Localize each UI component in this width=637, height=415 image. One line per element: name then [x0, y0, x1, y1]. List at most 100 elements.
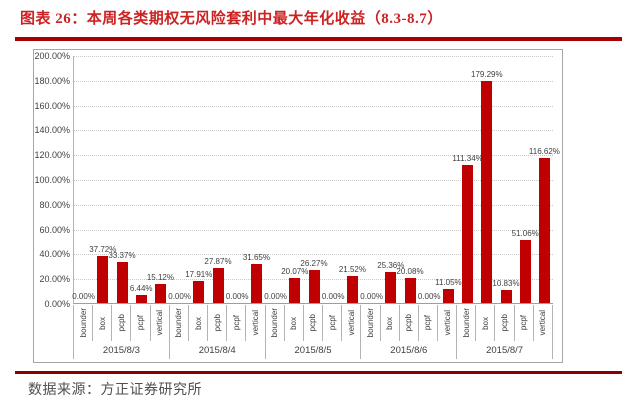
bar: [346, 276, 358, 303]
bar-value-label: 51.06%: [511, 228, 539, 238]
category-cell: bounder: [170, 305, 189, 341]
category-tick-label: pcpf: [519, 315, 529, 331]
y-axis-tick-label: 140.00%: [34, 125, 70, 136]
bar-value-label: 20.08%: [396, 267, 424, 277]
gridline: [74, 80, 553, 82]
gridline: [74, 180, 553, 181]
category-cell: pcpf: [323, 305, 343, 341]
category-tick-label: pcpf: [327, 315, 337, 331]
category-tick-label: vertical: [442, 310, 452, 336]
bar: [97, 256, 109, 303]
date-group-label: 2015/8/7: [457, 341, 553, 359]
category-cell: bounder: [73, 305, 94, 341]
category-tick-label: vertical: [346, 310, 356, 336]
category-tick-label: bounder: [461, 308, 471, 338]
category-cell: box: [476, 305, 496, 341]
bar-value-label: 0.00%: [225, 292, 249, 301]
bar: [481, 80, 493, 303]
category-tick-label: bounder: [174, 308, 184, 338]
category-cell: box: [381, 305, 400, 341]
category-tick-label: bounder: [270, 308, 280, 338]
category-tick-label: pcpb: [500, 314, 510, 332]
date-group-label: 2015/8/3: [73, 341, 170, 359]
date-group-label: 2015/8/4: [170, 341, 266, 359]
x-axis-category-row: bounder box pcpb pcpf vertical bounder box pcpb…: [73, 305, 553, 341]
bar-value-label: 17.91%: [185, 269, 213, 279]
bar-value-label: 0.00%: [168, 292, 191, 301]
bar: [193, 280, 205, 303]
y-axis-tick-label: 0.00%: [44, 299, 70, 309]
category-cell: vertical: [342, 305, 362, 341]
bar-value-label: 111.34%: [452, 153, 483, 163]
category-tick-label: box: [385, 316, 395, 330]
bar-value-label: 179.29%: [471, 69, 503, 79]
bar-value-label: 21.52%: [338, 265, 366, 275]
category-cell: pcpb: [112, 305, 132, 341]
y-axis-tick-label: 40.00%: [39, 249, 70, 260]
category-cell: pcpb: [400, 305, 419, 341]
gridline: [74, 130, 553, 132]
gridline: [74, 155, 553, 157]
category-cell: vertical: [534, 305, 553, 341]
category-tick-label: vertical: [155, 310, 165, 336]
bar-value-label: 33.37%: [108, 250, 136, 260]
gridline: [74, 56, 553, 57]
category-cell: box: [285, 305, 304, 341]
bar: [404, 278, 416, 303]
bar: [135, 295, 147, 303]
bar-value-label: 31.65%: [242, 252, 270, 262]
category-tick-label: box: [289, 316, 299, 330]
bar-value-label: 0.00%: [360, 292, 383, 301]
bar-value-label: 6.44%: [129, 284, 153, 294]
bar-value-label: 0.00%: [72, 292, 95, 301]
date-group-label: 2015/8/5: [266, 341, 362, 359]
plot-area: 0.00% 37.72% 33.37% 6.44% 15.12% 0.00% 17.91% 2…: [72, 56, 560, 304]
x-axis-date-row: 2015/8/3 2015/8/4 2015/8/5 2015/8/6 2015/8/7: [73, 341, 553, 359]
bar: [442, 289, 454, 303]
category-tick-label: bounder: [365, 308, 375, 338]
gridline: [74, 254, 553, 256]
y-axis-tick-label: 80.00%: [39, 199, 70, 210]
bar-value-label: 27.87%: [204, 257, 232, 267]
bar-value-label: 15.12%: [146, 273, 174, 283]
category-tick-label: box: [480, 316, 490, 330]
gridline: [74, 105, 553, 107]
bar-value-label: 116.62%: [528, 147, 560, 157]
category-tick-label: pcpf: [231, 315, 241, 331]
date-group-label: 2015/8/6: [361, 341, 458, 359]
data-source-text: 数据来源：方正证券研究所: [28, 383, 202, 398]
y-axis-tick-label: 200.00%: [34, 51, 70, 61]
bar: [538, 158, 550, 303]
category-cell: pcpf: [131, 305, 151, 341]
category-cell: vertical: [151, 305, 170, 341]
y-axis-tick-label: 180.00%: [34, 75, 70, 86]
bar: [212, 268, 224, 303]
y-axis-tick-label: 60.00%: [39, 224, 70, 235]
y-axis-tick-label: 120.00%: [34, 150, 70, 161]
bar: [308, 270, 320, 303]
bar: [500, 289, 512, 303]
category-tick-label: pcpf: [136, 315, 146, 331]
category-cell: pcpb: [495, 305, 515, 341]
source-divider-rule: [15, 371, 622, 374]
category-cell: vertical: [246, 305, 266, 341]
category-cell: pcpf: [227, 305, 247, 341]
category-cell: pcpf: [419, 305, 438, 341]
category-tick-label: box: [193, 316, 203, 330]
bar: [289, 278, 301, 303]
category-cell: bounder: [457, 305, 477, 341]
bar-value-label: 0.00%: [321, 292, 345, 301]
category-tick-label: pcpb: [404, 314, 414, 332]
y-axis-tick-label: 100.00%: [34, 175, 70, 185]
bar-value-label: 26.27%: [300, 259, 328, 269]
category-cell: pcpb: [304, 305, 324, 341]
gridline: [74, 204, 553, 206]
category-cell: bounder: [266, 305, 285, 341]
figure-title: 图表 26：本周各类期权无风险套利中最大年化收益（8.3-8.7）: [20, 11, 443, 27]
category-tick-label: bounder: [78, 308, 88, 338]
bar-value-label: 0.00%: [264, 292, 287, 301]
y-axis-tick-label: 20.00%: [39, 274, 70, 285]
chart-frame: 0.00% 37.72% 33.37% 6.44% 15.12% 0.00% 17.91% 2…: [33, 49, 563, 363]
bar-value-label: 20.07%: [281, 267, 309, 277]
